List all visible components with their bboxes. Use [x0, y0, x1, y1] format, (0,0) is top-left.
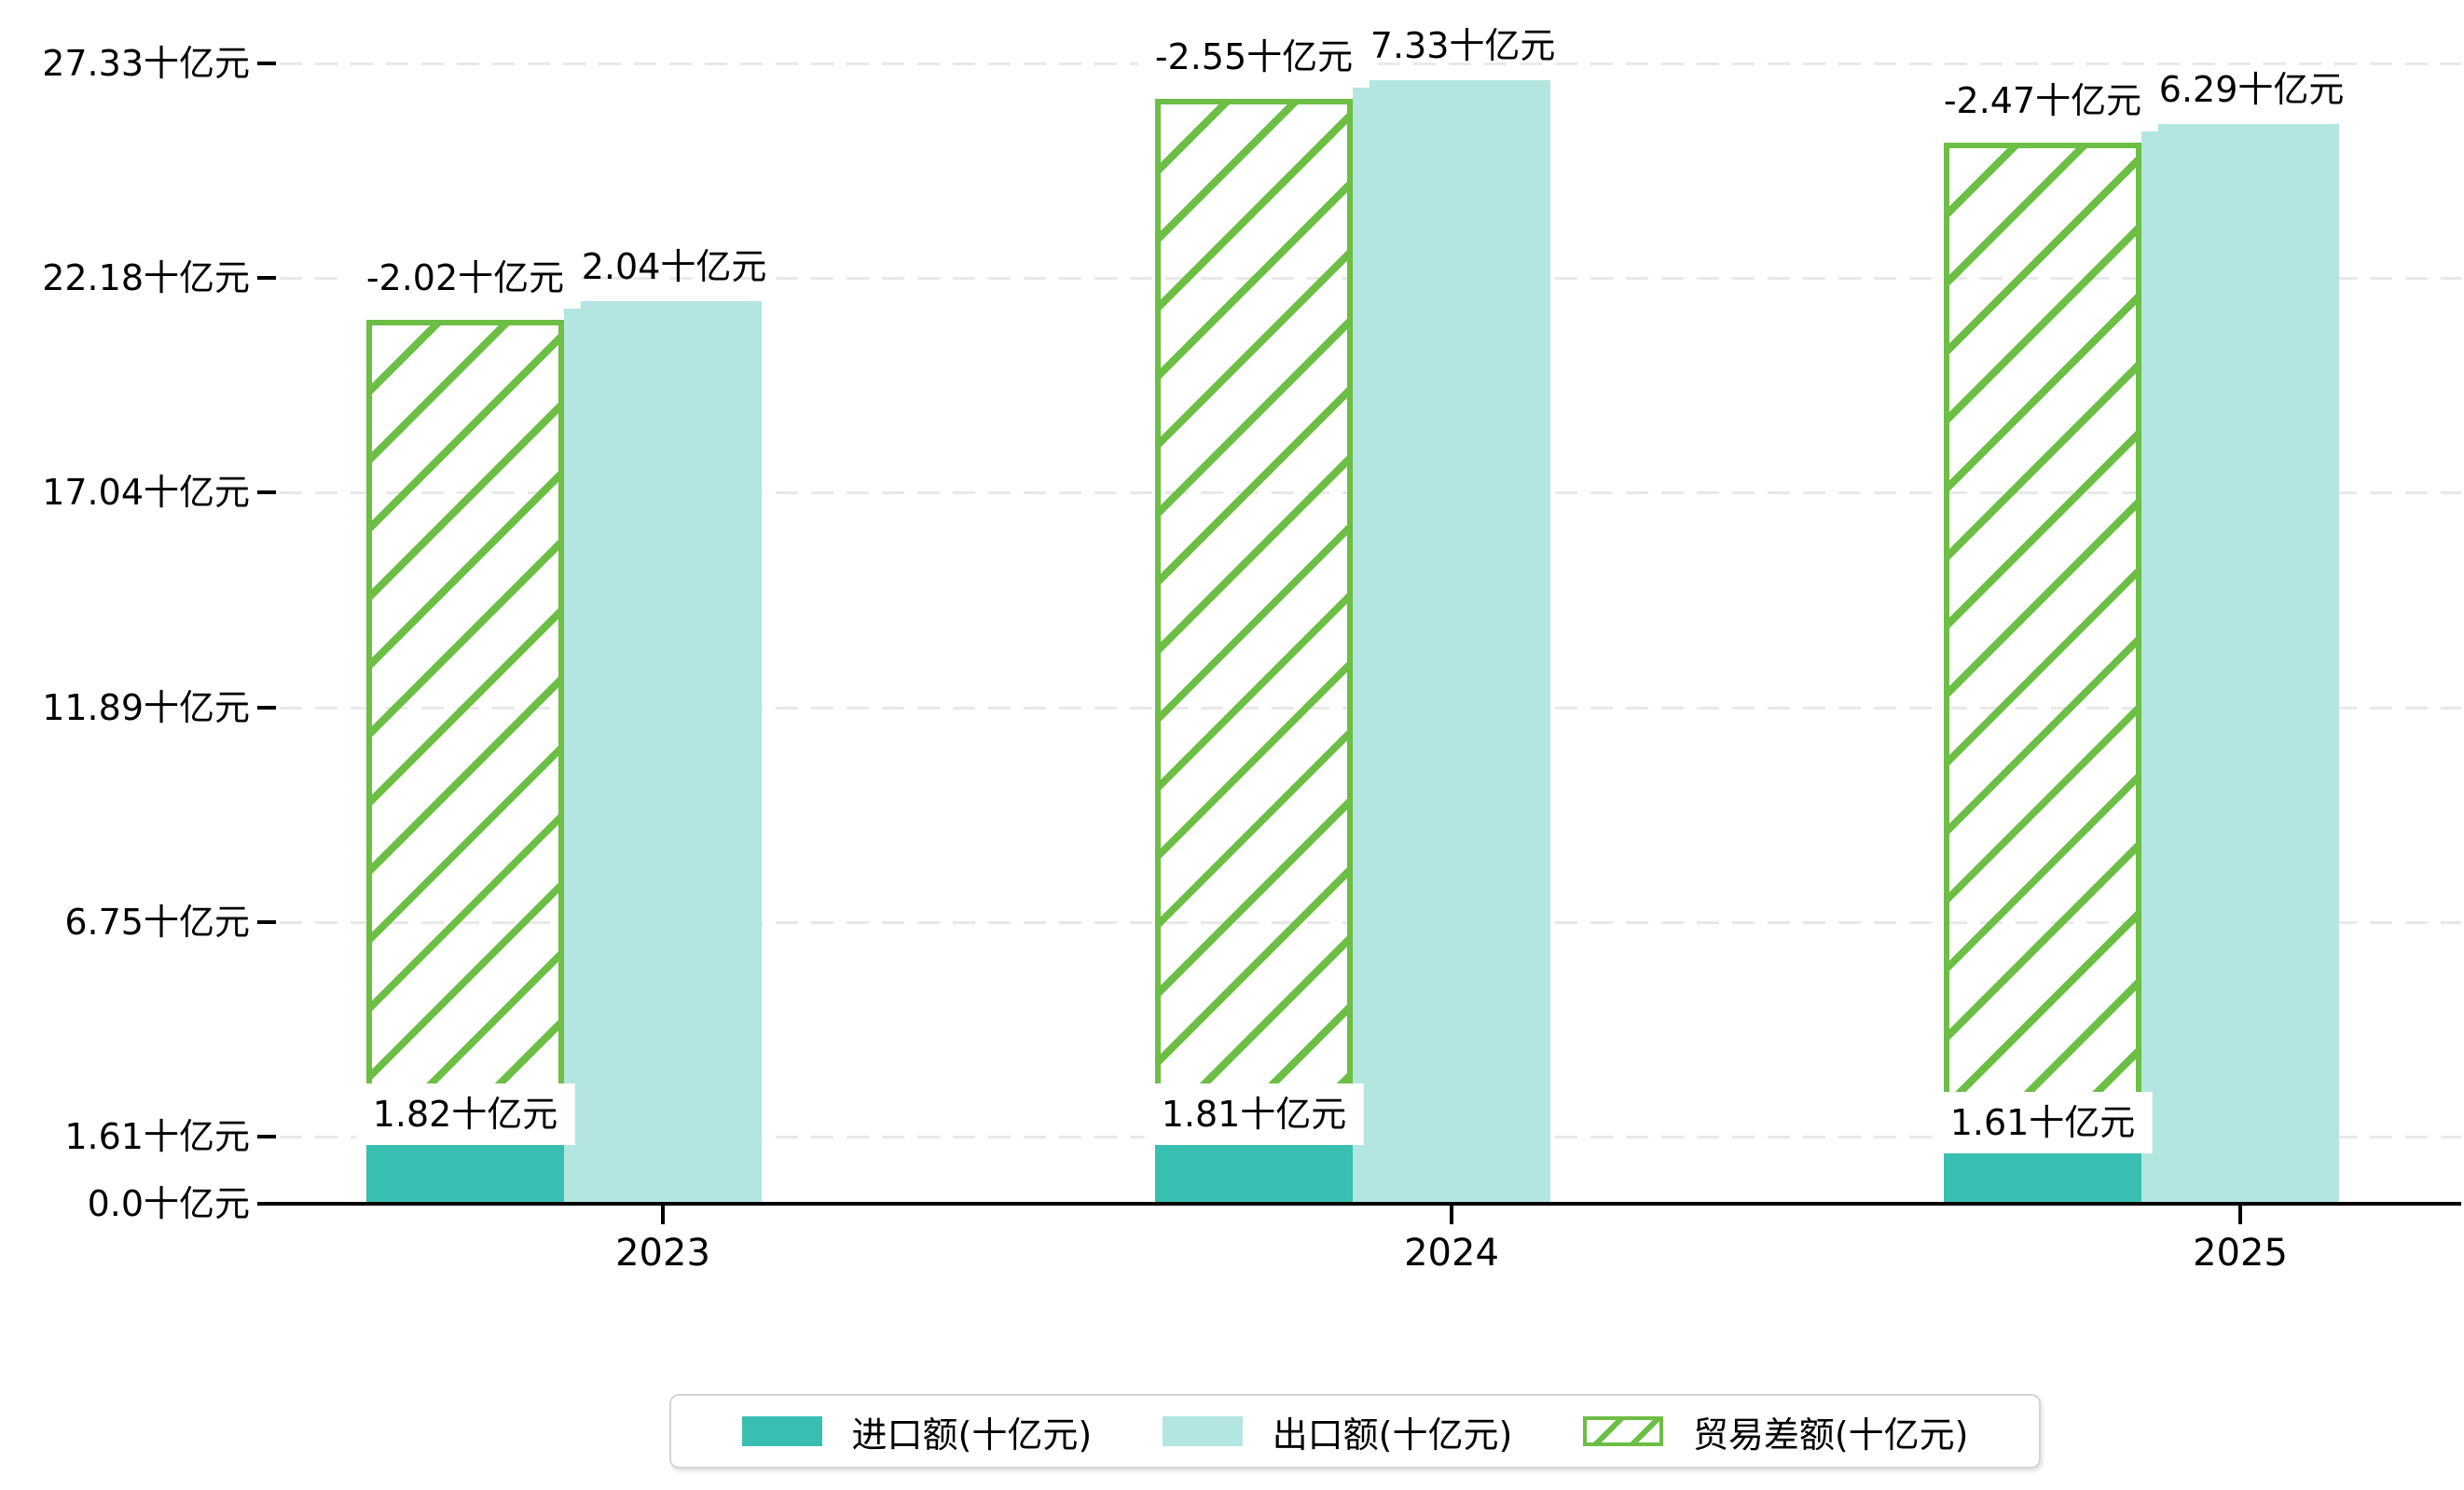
bar-import-2023 — [366, 1145, 564, 1202]
legend-swatch-balance-icon — [1582, 1416, 1663, 1446]
data-label-export-2024: 27.33十亿元 — [1347, 25, 1556, 66]
legend-label-export: 出口额(十亿元) — [1272, 1414, 1513, 1456]
legend-label-import: 进口额(十亿元) — [851, 1414, 1093, 1456]
legend-swatch-import-icon — [741, 1416, 822, 1446]
legend-item-export: 出口额(十亿元) — [1162, 1406, 1513, 1457]
bar-import-2025 — [1944, 1153, 2141, 1202]
legend-item-import: 进口额(十亿元) — [741, 1406, 1093, 1457]
data-label-import-2025: 1.61十亿元 — [1933, 1092, 2153, 1153]
data-label-export-2023: 22.04十亿元 — [558, 246, 767, 287]
data-label-import-2023: 1.82十亿元 — [355, 1083, 575, 1145]
legend-swatch-export-icon — [1162, 1416, 1243, 1446]
legend-label-balance: 贸易差额(十亿元) — [1692, 1414, 1969, 1456]
bar-balance-2023 — [366, 320, 564, 1145]
x-axis-tick-2024 — [1450, 1206, 1453, 1224]
y-axis-tick-label: 1.61十亿元 — [64, 1115, 250, 1157]
x-axis-label-2025: 2025 — [2193, 1232, 2288, 1275]
data-label-export-2025: 26.29十亿元 — [2136, 69, 2345, 110]
legend: 进口额(十亿元) 出口额(十亿元) 贸易差额(十亿元) — [669, 1394, 2041, 1469]
y-axis-tick-mark — [257, 919, 276, 924]
bar-balance-2025 — [1944, 143, 2141, 1153]
bar-import-2024 — [1155, 1145, 1353, 1202]
y-axis-tick-label: 27.33十亿元 — [42, 42, 250, 84]
y-axis-tick-label: 11.89十亿元 — [42, 686, 250, 728]
data-label-balance-2023: -2.02十亿元 — [349, 247, 582, 309]
y-axis-tick-mark — [257, 705, 276, 710]
x-axis-line — [263, 1202, 2461, 1206]
bar-export-2023 — [564, 301, 762, 1202]
y-axis-tick-mark — [257, 61, 276, 65]
bar-export-2025 — [2141, 124, 2339, 1202]
y-axis-tick-label: 0.0十亿元 — [87, 1183, 250, 1224]
x-axis-label-2023: 2023 — [615, 1232, 710, 1275]
y-axis-tick-mark — [257, 1134, 276, 1138]
y-axis-tick-label: 6.75十亿元 — [64, 901, 250, 943]
x-axis-label-2024: 2024 — [1404, 1232, 1499, 1275]
bar-balance-2024 — [1155, 99, 1353, 1145]
y-axis-tick-label: 17.04十亿元 — [42, 472, 250, 514]
x-axis-tick-2023 — [661, 1206, 665, 1224]
y-axis-tick-mark — [257, 490, 276, 495]
x-axis-tick-2025 — [2238, 1206, 2242, 1224]
data-label-balance-2025: -2.47十亿元 — [1926, 70, 2159, 131]
y-axis-tick-label: 22.18十亿元 — [42, 257, 250, 299]
data-label-balance-2024: -2.55十亿元 — [1137, 26, 1370, 88]
bar-export-2024 — [1353, 80, 1550, 1202]
y-axis-tick-mark — [257, 276, 276, 281]
legend-item-balance: 贸易差额(十亿元) — [1582, 1406, 1969, 1457]
data-label-import-2024: 1.81十亿元 — [1144, 1083, 1364, 1145]
gridline-27.33 — [280, 62, 2461, 65]
